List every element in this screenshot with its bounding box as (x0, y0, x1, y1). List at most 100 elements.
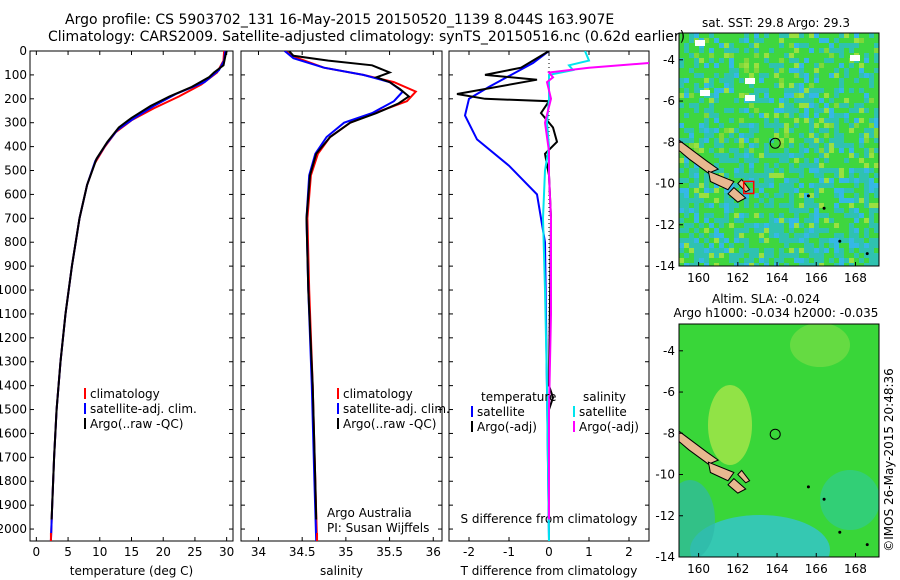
map-cell (839, 33, 844, 38)
map-cell (804, 163, 809, 168)
map-cell (819, 88, 824, 93)
map-cell (814, 158, 819, 163)
map-cell (714, 233, 719, 238)
map-cell (769, 203, 774, 208)
map-cell (739, 93, 744, 98)
map-cell (819, 128, 824, 133)
map-cell (834, 138, 839, 143)
map-cell (854, 108, 859, 113)
map-cell (829, 168, 834, 173)
map-cell (744, 38, 749, 43)
map-cell (689, 248, 694, 253)
map-cell (734, 73, 739, 78)
map-cell (724, 208, 729, 213)
map-cell (869, 118, 874, 123)
map-cell (734, 68, 739, 73)
map-cell (864, 198, 869, 203)
map-cell (859, 73, 864, 78)
x-tick-label: 1 (585, 545, 593, 559)
map-cell (829, 58, 834, 63)
map-title-sst: sat. SST: 29.8 Argo: 29.3 (702, 16, 850, 30)
map-cell (864, 228, 869, 233)
map-cell (874, 238, 879, 243)
map-cell (769, 183, 774, 188)
map-cell (874, 108, 879, 113)
y-tick-label: 300 (4, 116, 27, 130)
map-cell (694, 183, 699, 188)
map-cell (789, 108, 794, 113)
map-cell (849, 43, 854, 48)
map-cell (734, 183, 739, 188)
map-sat_sst_map: 160 162 164 166 168 -4 -6 -8 -10 -12 -14 (655, 32, 880, 285)
map-cell (834, 238, 839, 243)
map-cell (679, 63, 684, 68)
map-cell (749, 143, 754, 148)
map-cell (764, 203, 769, 208)
map-cell (799, 113, 804, 118)
map-cell (684, 138, 689, 143)
map-cell (679, 58, 684, 63)
map-cell (789, 43, 794, 48)
map-cell (834, 113, 839, 118)
map-cell (814, 78, 819, 83)
map-cell (829, 148, 834, 153)
map-cell (709, 253, 714, 258)
map-cell (814, 113, 819, 118)
map-cell (789, 178, 794, 183)
map-cell (849, 88, 854, 93)
map-frame (678, 32, 880, 267)
map-cell (859, 158, 864, 163)
map-cell (814, 168, 819, 173)
map-cell (789, 183, 794, 188)
map-cell (779, 58, 784, 63)
map-cell (869, 148, 874, 153)
map-cell (734, 213, 739, 218)
islet (838, 239, 842, 243)
map-cell (794, 213, 799, 218)
map-cell (824, 118, 829, 123)
y-tick-label: -6 (663, 94, 675, 108)
map-cell (729, 243, 734, 248)
map-cell (784, 113, 789, 118)
map-cell (769, 228, 774, 233)
map-cell (874, 263, 879, 266)
y-tick-label: 1500 (0, 403, 27, 417)
map-cell (709, 113, 714, 118)
y-tick-label: 700 (4, 211, 27, 225)
map-cell (839, 133, 844, 138)
map-cell (789, 188, 794, 193)
map-cell (829, 53, 834, 58)
map-cell (754, 48, 759, 53)
map-cell (724, 158, 729, 163)
map-cell (709, 223, 714, 228)
map-cell (814, 63, 819, 68)
x-tick-label: 34 (251, 545, 266, 559)
map-cell (834, 48, 839, 53)
map-cell (814, 73, 819, 78)
map-cell (844, 258, 849, 263)
map-cell (724, 53, 729, 58)
x-tick-label: 162 (726, 562, 749, 576)
map-cell (714, 168, 719, 173)
map-cell (784, 178, 789, 183)
map-cell (739, 38, 744, 43)
map-cell (814, 108, 819, 113)
map-cell (754, 43, 759, 48)
map-cell (814, 233, 819, 238)
map-cell (814, 188, 819, 193)
map-cell (719, 173, 724, 178)
map-cell (874, 118, 879, 123)
map-cell (834, 73, 839, 78)
map-cell (744, 63, 749, 68)
map-cell (864, 73, 869, 78)
map-cell (704, 138, 709, 143)
map-cell (794, 48, 799, 53)
map-cell (724, 108, 729, 113)
map-cell (734, 138, 739, 143)
map-cell (809, 183, 814, 188)
map-cell (709, 233, 714, 238)
map-cell (699, 128, 704, 133)
map-cell (774, 68, 779, 73)
map-cell (804, 73, 809, 78)
map-cell (799, 83, 804, 88)
